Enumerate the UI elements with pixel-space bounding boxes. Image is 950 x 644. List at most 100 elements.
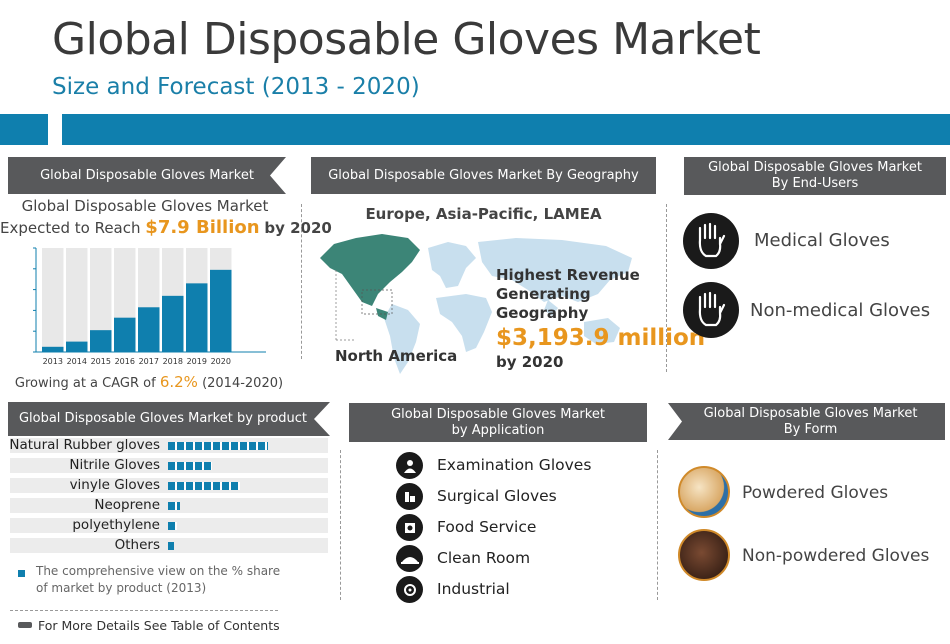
product-bar [168, 502, 180, 510]
food-service-icon [396, 514, 423, 541]
form-panel-header: Global Disposable Gloves Market By Form [668, 403, 945, 440]
geo-panel-header: Global Disposable Gloves Market By Geogr… [311, 157, 656, 194]
geo-by-year: by 2020 [496, 353, 564, 371]
form-header-l2: By Form [783, 421, 838, 437]
bar-2020 [210, 269, 232, 352]
market-value: $7.9 Billion [145, 217, 260, 238]
geo-value: $3,193.9 million [496, 325, 706, 351]
world-map-icon [320, 234, 632, 374]
cagr-prefix: Growing at a CAGR of [14, 376, 156, 391]
divider [301, 204, 302, 359]
enduser-panel-header: Global Disposable Gloves Market By End-U… [684, 157, 946, 195]
application-surgical: Surgical Gloves [437, 487, 557, 505]
highest-l1: Highest Revenue [496, 266, 640, 284]
product-label: Neoprene [94, 497, 160, 513]
map-label-north-america: North America [335, 347, 458, 365]
application-clean-room: Clean Room [437, 549, 531, 567]
non-medical-glove-icon [683, 282, 739, 338]
application-food-service: Food Service [437, 518, 537, 536]
market-panel-header-text: Global Disposable Gloves Market [40, 167, 254, 183]
x-tick-label: 2017 [139, 357, 159, 366]
bar-2015 [90, 330, 112, 352]
powdered-glove-icon [678, 466, 730, 518]
product-bar [168, 442, 268, 450]
x-tick-label: 2013 [43, 357, 63, 366]
footer-divider [10, 610, 278, 611]
application-examination: Examination Gloves [437, 456, 592, 474]
examination-icon [396, 452, 423, 479]
bar-background [66, 248, 88, 352]
page-subtitle: Size and Forecast (2013 - 2020) [52, 74, 420, 100]
highest-revenue-label: Highest Revenue Generating Geography [496, 266, 640, 323]
geo-panel-header-text: Global Disposable Gloves Market By Geogr… [328, 167, 639, 183]
market-panel-header: Global Disposable Gloves Market [8, 157, 286, 194]
market-cagr: Growing at a CAGR of 6.2% (2014-2020) [0, 373, 298, 391]
highest-l3: Geography [496, 304, 589, 322]
industrial-icon [396, 576, 423, 603]
product-panel-header: Global Disposable Gloves Market by produ… [8, 402, 330, 436]
title-bar-right [62, 114, 950, 145]
market-line1: Global Disposable Gloves Market [21, 197, 269, 215]
bar-background [90, 248, 112, 352]
bar-2016 [114, 317, 136, 352]
product-label: Others [114, 537, 160, 553]
application-header-l1: Global Disposable Gloves Market [391, 406, 605, 422]
bar-2014 [66, 341, 88, 352]
form-powdered: Powdered Gloves [742, 483, 889, 503]
product-label: Nitrile Gloves [69, 457, 160, 473]
product-bar [168, 522, 177, 530]
market-bar-chart: 2013 2014 2015 2016 2017 2018 2019 2020 [33, 247, 266, 366]
product-row: Natural Rubber gloves [9, 437, 328, 453]
highest-l2: Generating [496, 285, 591, 303]
product-row: vinyle Gloves [10, 478, 328, 493]
market-line2: Expected to Reach $7.9 Billion by 2020 [0, 217, 332, 238]
medical-glove-icon [683, 213, 739, 269]
x-tick-label: 2016 [115, 357, 135, 366]
title-bar-left [0, 114, 48, 145]
page-title: Global Disposable Gloves Market [52, 14, 761, 65]
x-tick-label: 2014 [67, 357, 87, 366]
market-line2-prefix: Expected to Reach [0, 219, 141, 237]
application-industrial: Industrial [437, 580, 510, 598]
product-note: The comprehensive view on the % share of… [36, 564, 281, 595]
application-panel-header: Global Disposable Gloves Market by Appli… [349, 403, 647, 442]
geo-regions: Europe, Asia-Pacific, LAMEA [365, 205, 602, 223]
application-header-l2: by Application [451, 422, 545, 438]
non-powdered-glove-icon [678, 529, 730, 581]
clean-room-icon [396, 545, 423, 572]
enduser-non-medical: Non-medical Gloves [750, 300, 931, 321]
product-row: Nitrile Gloves [10, 458, 328, 473]
enduser-medical: Medical Gloves [754, 230, 890, 251]
cagr-value: 6.2% [159, 373, 198, 391]
x-tick-label: 2015 [91, 357, 111, 366]
bar-background [42, 248, 64, 352]
product-label: Natural Rubber gloves [9, 437, 160, 453]
product-row: Neoprene [10, 498, 328, 513]
enduser-header-l2: By End-Users [771, 176, 859, 191]
divider [340, 450, 341, 600]
enduser-header-l1: Global Disposable Gloves Market [708, 160, 922, 175]
product-label: vinyle Gloves [69, 477, 160, 493]
x-tick-label: 2020 [211, 357, 231, 366]
form-header-l1: Global Disposable Gloves Market [703, 405, 918, 421]
product-bar [168, 542, 174, 550]
bar-2013 [42, 346, 64, 352]
form-non-powdered: Non-powdered Gloves [742, 546, 930, 566]
hand-pointer-icon [18, 622, 32, 628]
product-bar [168, 462, 212, 470]
x-tick-label: 2018 [163, 357, 183, 366]
cagr-suffix: (2014-2020) [202, 376, 284, 391]
bar-2018 [162, 295, 184, 352]
product-bar [168, 482, 240, 490]
legend-marker-icon [18, 570, 25, 577]
product-row: Others [10, 538, 328, 553]
footer-link[interactable]: For More Details See Table of Contents [38, 618, 280, 633]
product-panel-header-text: Global Disposable Gloves Market by produ… [18, 411, 308, 426]
product-label: polyethylene [72, 517, 160, 533]
surgical-icon [396, 483, 423, 510]
bar-2017 [138, 307, 160, 352]
bar-2019 [186, 283, 208, 352]
divider [666, 204, 667, 372]
market-line2-suffix: by 2020 [264, 219, 332, 237]
product-row: polyethylene [10, 518, 328, 533]
